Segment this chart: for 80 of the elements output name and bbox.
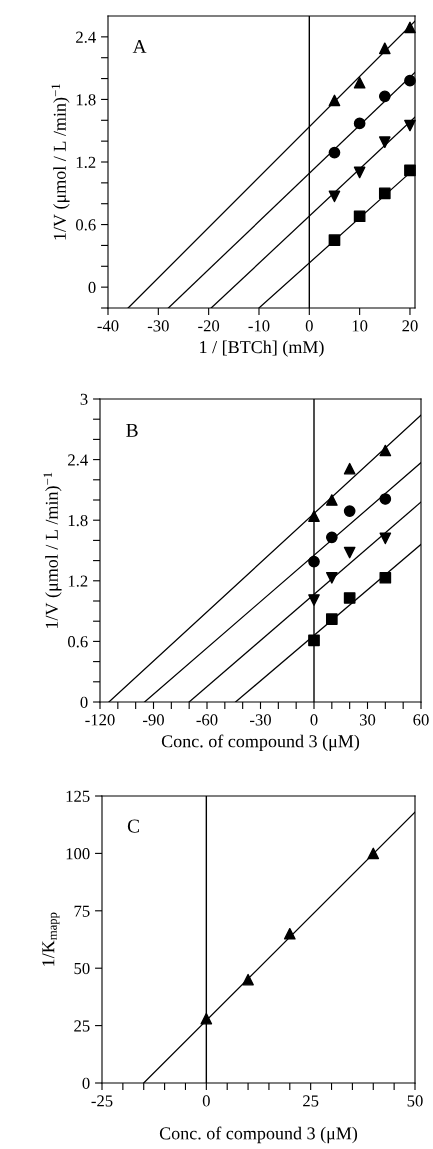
point [379, 444, 392, 457]
annotation: B [126, 424, 138, 437]
y-tick-label: 0 [80, 696, 88, 708]
point [378, 187, 391, 200]
point [404, 119, 416, 132]
point [353, 210, 366, 223]
y-tick-label: 25 [74, 1020, 90, 1032]
x-axis-title: Conc. of compound 3 (μM) [161, 734, 360, 752]
x-tick-label: 20 [402, 320, 418, 332]
y-tick-label: 0 [82, 1077, 90, 1089]
y-tick-label: 3 [80, 393, 88, 405]
point [343, 592, 356, 604]
x-tick-label: -25 [91, 1095, 113, 1107]
x-tick-label: -10 [248, 320, 270, 332]
y-tick-label: 1.8 [76, 94, 96, 106]
point [353, 117, 366, 130]
annotation: C [127, 819, 139, 833]
x-tick-label: -20 [198, 320, 220, 332]
point [308, 510, 320, 523]
y-tick-label: 0 [88, 281, 96, 294]
point [343, 505, 356, 517]
x-tick-label: -30 [250, 714, 271, 726]
point [308, 594, 320, 606]
y-tick-label: 50 [74, 962, 90, 975]
point [325, 531, 338, 544]
y-tick-label: 0.6 [76, 219, 96, 231]
y-tick-label: 1.2 [68, 575, 88, 587]
point [200, 1012, 213, 1025]
point [404, 21, 416, 34]
y-tick-label: 75 [74, 905, 90, 917]
point [379, 532, 392, 545]
point [242, 973, 254, 986]
point [378, 136, 391, 149]
point [328, 146, 341, 159]
y-tick-label: 0.6 [68, 636, 88, 648]
x-tick-label: 25 [303, 1095, 319, 1107]
point [325, 494, 338, 506]
point [283, 927, 296, 940]
x-tick-label: -40 [97, 320, 119, 332]
x-tick-label: 10 [352, 320, 368, 332]
point [379, 493, 392, 505]
x-tick-label: -60 [196, 714, 218, 726]
point [308, 634, 320, 647]
point [328, 234, 341, 247]
y-axis-title: 1/K$_{mapp}$ [42, 912, 60, 966]
point [343, 546, 356, 559]
point [367, 847, 380, 860]
annotation: A [132, 40, 147, 53]
point [404, 164, 416, 177]
y-tick-label: 2.4 [76, 31, 96, 43]
point [353, 166, 366, 179]
point [353, 76, 366, 89]
x-tick-label: 60 [413, 714, 429, 726]
y-tick-label: 1.2 [76, 156, 96, 169]
point [343, 462, 356, 475]
y-tick-label: 100 [66, 848, 90, 860]
point [328, 94, 341, 107]
x-axis-title: 1 / [BTCh] (mM) [200, 340, 324, 357]
point [325, 613, 338, 626]
x-tick-label: 0 [202, 1095, 210, 1107]
y-axis-title: 1/V (μmol / L /min)$^{−1}$ [43, 472, 62, 628]
y-tick-label: 1.8 [68, 514, 88, 527]
x-tick-label: 30 [359, 714, 376, 726]
point [378, 42, 391, 55]
point [328, 190, 341, 203]
x-tick-label: 0 [310, 714, 318, 726]
x-tick-label: 50 [407, 1095, 423, 1107]
y-axis-title: 1/V (μmol / L /min)$^{−1}$ [51, 84, 70, 240]
point [325, 571, 338, 584]
y-tick-label: 125 [66, 790, 90, 802]
y-tick-label: 2.4 [68, 454, 88, 466]
point [378, 90, 391, 103]
x-tick-label: 0 [305, 320, 313, 332]
x-axis-title: Conc. of compound 3 (μM) [159, 1126, 358, 1144]
x-tick-label: -120 [85, 714, 115, 726]
x-tick-label: -30 [147, 320, 169, 332]
point [379, 571, 392, 584]
point [308, 555, 320, 568]
point [404, 74, 416, 87]
x-tick-label: -90 [143, 714, 164, 726]
